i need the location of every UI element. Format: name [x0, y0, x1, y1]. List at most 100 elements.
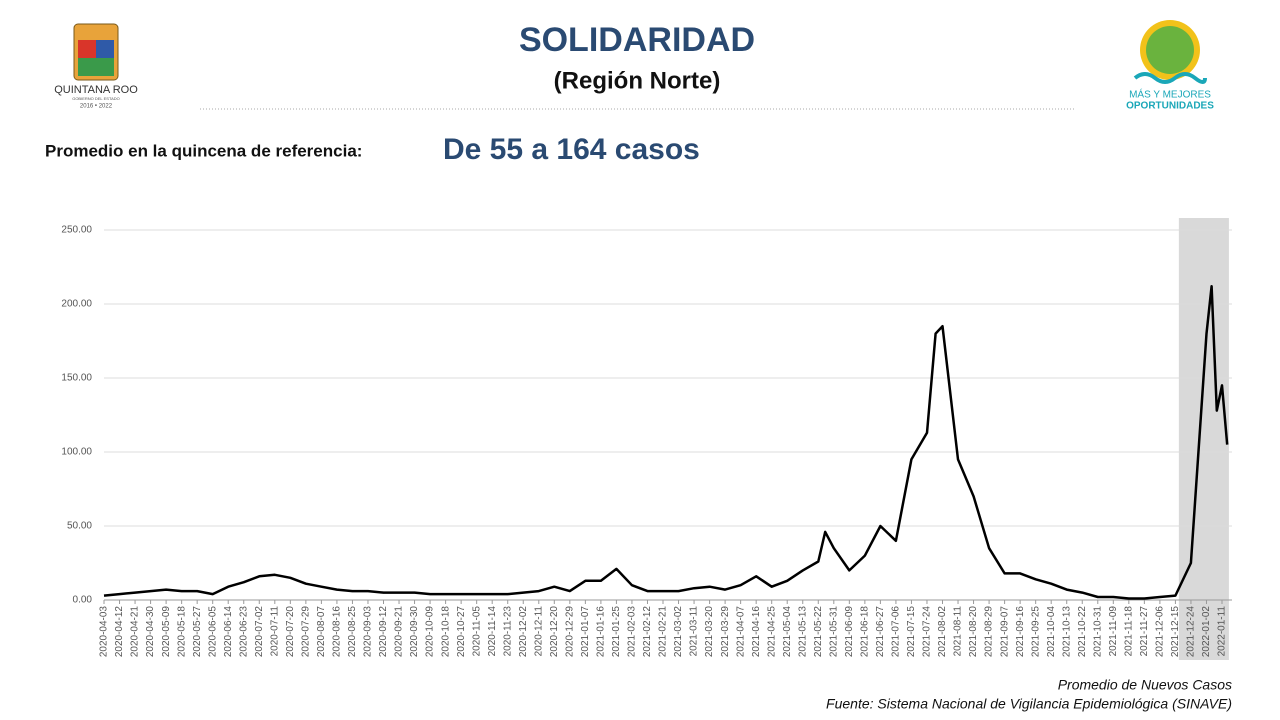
x-tick-label: 2020-04-30 [145, 606, 156, 658]
x-tick-label: 2021-03-20 [704, 606, 715, 658]
summary-value: De 55 a 164 casos [443, 133, 700, 166]
x-tick-label: 2020-07-20 [285, 606, 296, 658]
highlight-band [1178, 218, 1229, 660]
x-tick-label: 2021-07-15 [906, 606, 917, 658]
x-tick-label: 2020-04-03 [99, 606, 110, 658]
x-tick-label: 2021-03-29 [720, 606, 731, 658]
x-tick-label: 2021-02-21 [658, 606, 669, 658]
x-tick-label: 2020-10-18 [440, 606, 451, 658]
x-tick-label: 2020-04-12 [114, 606, 125, 658]
x-tick-label: 2021-01-07 [580, 606, 591, 658]
logo-text: GOBIERNO DEL ESTADO [72, 96, 120, 101]
data-line [103, 284, 1229, 600]
x-tick-label: 2020-11-05 [471, 606, 482, 657]
x-tick-label: 2021-09-07 [999, 606, 1010, 658]
x-tick-label: 2020-09-12 [378, 606, 389, 658]
x-tick-label: 2021-11-09 [1108, 606, 1119, 657]
logo-part [78, 58, 114, 76]
x-tick-label: 2020-08-16 [332, 606, 343, 658]
x-tick-label: 2021-06-18 [860, 606, 871, 658]
x-tick-label: 2020-07-11 [269, 606, 280, 657]
x-tick-label: 2021-12-15 [1170, 606, 1181, 658]
x-tick-label: 2020-05-09 [161, 606, 172, 658]
title: SOLIDARIDAD [519, 21, 755, 59]
x-tick-label: 2021-04-16 [751, 606, 762, 658]
x-tick-label: 2021-11-27 [1139, 606, 1150, 657]
x-tick-label: 2021-01-16 [596, 606, 607, 658]
x-tick-label: 2020-09-21 [394, 606, 405, 658]
x-tick-label: 2020-07-29 [301, 606, 312, 658]
x-tick-label: 2020-12-29 [564, 606, 575, 658]
x-tick-label: 2021-09-16 [1015, 606, 1026, 658]
x-tick-label: 2021-08-02 [937, 606, 948, 658]
y-tick-label: 100.00 [61, 447, 92, 458]
x-tick-label: 2021-07-24 [922, 606, 933, 658]
logo-wave [1133, 72, 1207, 84]
logo-text: OPORTUNIDADES [1126, 101, 1214, 112]
x-tick-label: 2020-12-11 [533, 606, 544, 657]
y-tick-label: 50.00 [67, 521, 92, 532]
x-tick-label: 2022-01-02 [1201, 606, 1212, 658]
y-tick-label: 250.00 [61, 225, 92, 236]
x-tick-label: 2021-11-18 [1123, 606, 1134, 657]
x-tick-label: 2020-06-23 [238, 606, 249, 658]
x-tick-label: 2021-05-22 [813, 606, 824, 658]
subtitle: (Región Norte) [554, 67, 721, 94]
x-tick-label: 2020-12-02 [518, 606, 529, 658]
y-tick-label: 0.00 [73, 595, 93, 606]
x-tick-label: 2021-05-04 [782, 606, 793, 658]
x-tick-label: 2021-03-11 [689, 606, 700, 657]
source: Fuente: Sistema Nacional de Vigilancia E… [826, 696, 1232, 712]
x-tick-label: 2020-09-03 [363, 606, 374, 658]
logo-text: 2016 • 2022 [80, 104, 113, 110]
x-tick-label: 2021-04-07 [735, 606, 746, 658]
right-logo: MÁS Y MEJORES OPORTUNIDADES [1126, 20, 1214, 112]
x-tick-label: 2020-10-27 [456, 606, 467, 658]
y-tick-label: 150.00 [61, 373, 92, 384]
x-tick-label: 2020-11-23 [502, 606, 513, 657]
x-tick-label: 2020-05-18 [176, 606, 187, 658]
x-tick-label: 2020-06-05 [207, 606, 218, 658]
x-tick-label: 2021-05-13 [797, 606, 808, 658]
x-tick-label: 2021-09-25 [1030, 606, 1041, 658]
x-tick-label: 2021-10-22 [1077, 606, 1088, 658]
x-tick-label: 2020-07-02 [254, 606, 265, 658]
x-tick-label: 2021-10-04 [1046, 606, 1057, 658]
x-tick-label: 2021-12-24 [1186, 606, 1197, 658]
x-tick-label: 2021-02-03 [627, 606, 638, 658]
logo-text: MÁS Y MEJORES [1129, 88, 1211, 101]
x-tick-label: 2021-10-13 [1061, 606, 1072, 658]
x-tick-label: 2021-07-06 [891, 606, 902, 658]
x-tick-label: 2020-10-09 [425, 606, 436, 658]
x-tick-label: 2021-08-11 [953, 606, 964, 657]
x-tick-label: 2021-05-31 [828, 606, 839, 658]
x-tick-label: 2020-05-27 [192, 606, 203, 658]
legend-label: Promedio de Nuevos Casos [1058, 677, 1232, 693]
x-tick-label: 2020-12-20 [549, 606, 560, 658]
x-tick-label: 2022-01-11 [1217, 606, 1228, 657]
x-tick-label: 2021-08-29 [984, 606, 995, 658]
logo-part [78, 40, 96, 58]
logo-tree [1146, 26, 1194, 74]
left-logo: QUINTANA ROO GOBIERNO DEL ESTADO 2016 • … [54, 23, 138, 110]
logo-part [96, 40, 114, 58]
x-tick-label: 2020-11-14 [487, 606, 498, 657]
x-tick-label: 2021-08-20 [968, 606, 979, 658]
logo-text: QUINTANA ROO [54, 84, 138, 96]
x-tick-label: 2020-09-30 [409, 606, 420, 658]
x-tick-label: 2020-04-21 [130, 606, 141, 658]
x-tick-label: 2021-12-06 [1155, 606, 1166, 658]
plot: 0.00 50.00 100.00 150.00 200.00 250.00 2020-04… [61, 218, 1232, 660]
summary-label: Promedio en la quincena de referencia: [45, 141, 362, 160]
x-tick-label: 2020-08-07 [316, 606, 327, 658]
x-tick-label: 2020-08-25 [347, 606, 358, 658]
x-tick-label: 2021-01-25 [611, 606, 622, 658]
x-tick-label: 2021-06-09 [844, 606, 855, 658]
y-tick-label: 200.00 [61, 299, 92, 310]
x-tick-label: 2021-03-02 [673, 606, 684, 658]
x-tick-label: 2021-04-25 [766, 606, 777, 658]
x-tick-label: 2021-02-12 [642, 606, 653, 658]
x-tick-label: 2020-06-14 [223, 606, 234, 658]
x-tick-label: 2021-10-31 [1092, 606, 1103, 658]
